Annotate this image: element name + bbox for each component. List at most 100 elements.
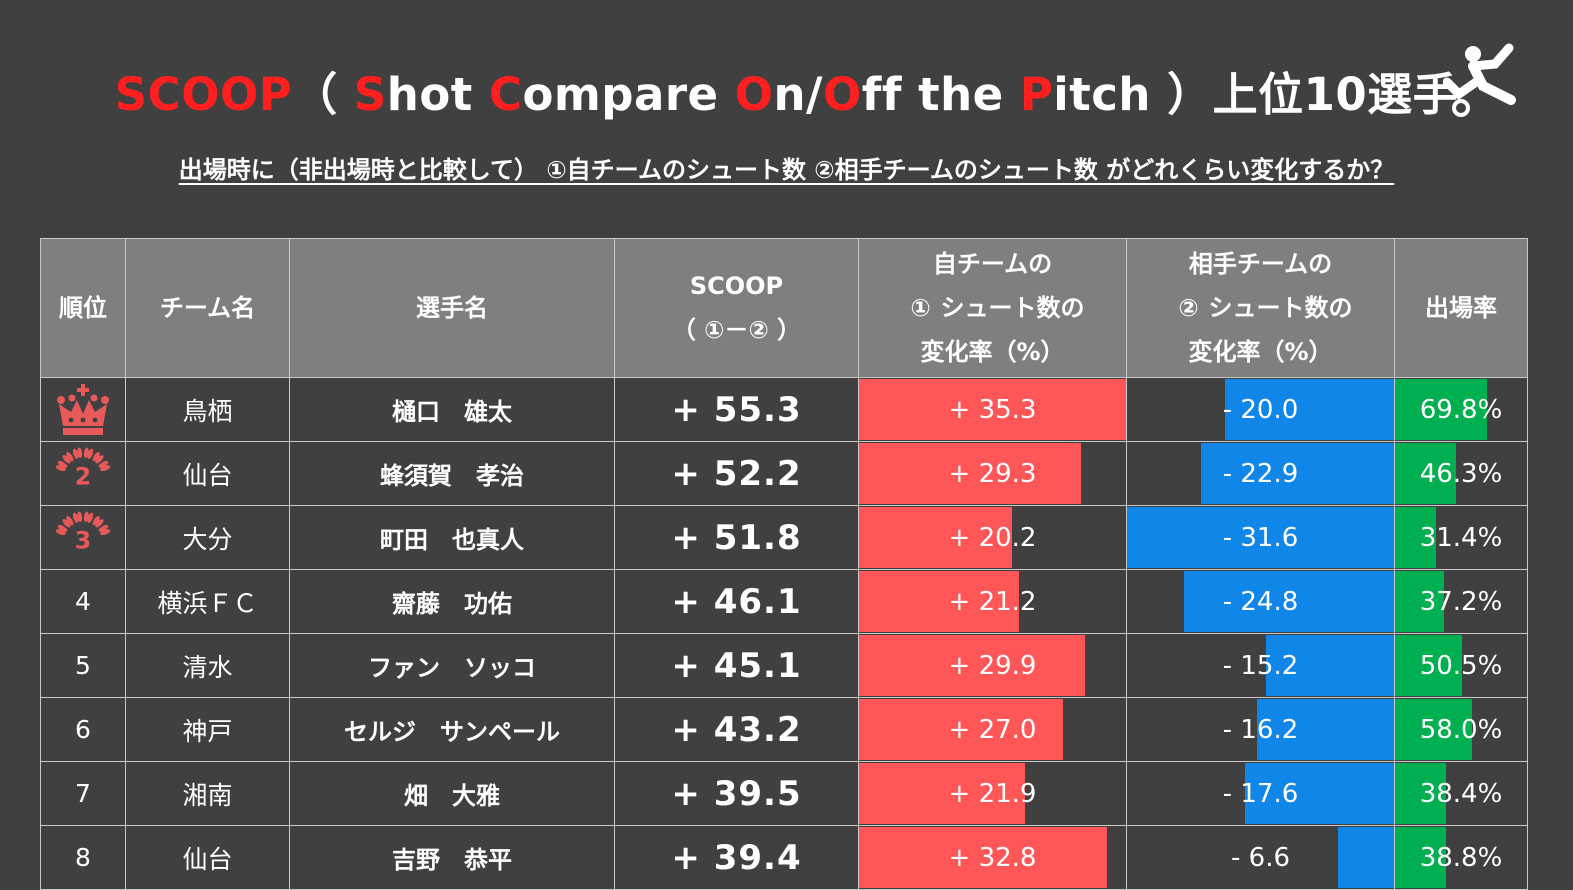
rate-bar-label: 46.3%: [1419, 458, 1503, 489]
opp-bar: [1184, 571, 1394, 632]
opp-change-cell: - 17.6: [1126, 761, 1395, 826]
header-opp-line2: シュート数の: [1208, 294, 1353, 322]
rank-number: 6: [75, 715, 91, 744]
header-own-change: 自チームの ① シュート数の 変化率（%）: [858, 238, 1127, 378]
scoop-cell: + 45.1: [614, 633, 859, 698]
rate-bar: [1395, 763, 1446, 824]
table-row: 4 横浜ＦＣ 齋藤 功佑 + 46.1 + 21.2 - 24.8 37.2%: [40, 569, 1528, 634]
opp-bar-label: - 17.6: [1222, 778, 1299, 809]
title-part: O: [822, 68, 862, 121]
title-part: itch ）上位10選手: [1053, 68, 1459, 121]
header-rank: 順位: [40, 238, 126, 378]
team-cell: 大分: [125, 505, 290, 570]
team-cell: 神戸: [125, 697, 290, 762]
rate-cell: 38.8%: [1394, 825, 1528, 890]
rate-bar-label: 31.4%: [1419, 522, 1503, 553]
opp-bar: [1127, 507, 1394, 568]
scoop-cell: + 43.2: [614, 697, 859, 762]
scoop-cell: + 51.8: [614, 505, 859, 570]
team-cell: 湘南: [125, 761, 290, 826]
own-bar: [859, 827, 1108, 888]
opp-change-cell: - 15.2: [1126, 633, 1395, 698]
own-bar-label: + 27.0: [948, 714, 1037, 745]
own-bar: [859, 699, 1064, 760]
own-bar: [859, 443, 1081, 504]
rank-number: 5: [75, 651, 91, 680]
player-cell: 蜂須賀 孝治: [289, 441, 615, 506]
opp-change-cell: - 20.0: [1126, 377, 1395, 442]
team-cell: 仙台: [125, 441, 290, 506]
opp-change-cell: - 31.6: [1126, 505, 1395, 570]
opp-bar-label: - 31.6: [1222, 522, 1299, 553]
rank-cell: 7: [40, 761, 126, 826]
rate-bar: [1395, 571, 1445, 632]
table-row: 3 大分 町田 也真人 + 51.8 + 20.2 - 31.6 31.4%: [40, 505, 1528, 570]
rank-cell: 6: [40, 697, 126, 762]
player-cell: セルジ サンペール: [289, 697, 615, 762]
rate-bar-label: 58.0%: [1419, 714, 1503, 745]
rate-bar: [1395, 443, 1457, 504]
opp-bar: [1245, 763, 1394, 824]
rate-cell: 50.5%: [1394, 633, 1528, 698]
crown-icon: [41, 382, 125, 438]
rate-bar: [1395, 827, 1447, 888]
player-cell: 吉野 恭平: [289, 825, 615, 890]
header-scoop: SCOOP （ ①－② ）: [614, 238, 859, 378]
opp-change-cell: - 6.6: [1126, 825, 1395, 890]
opp-bar: [1265, 635, 1394, 696]
header-row: 順位 チーム名 選手名 SCOOP （ ①－② ） 自チームの ① シュート数の …: [40, 238, 1528, 378]
laurel-3-icon: 3: [41, 508, 125, 568]
rate-bar: [1395, 379, 1488, 440]
rate-cell: 31.4%: [1394, 505, 1528, 570]
own-change-cell: + 27.0: [858, 697, 1127, 762]
opp-bar-label: - 6.6: [1231, 842, 1290, 873]
rank-cell: 5: [40, 633, 126, 698]
player-cell: 樋口 雄太: [289, 377, 615, 442]
ranking-table: 順位 チーム名 選手名 SCOOP （ ①－② ） 自チームの ① シュート数の …: [40, 238, 1528, 890]
title-part: （: [292, 68, 354, 121]
header-rate: 出場率: [1394, 238, 1528, 378]
svg-text:2: 2: [75, 462, 91, 490]
rate-cell: 37.2%: [1394, 569, 1528, 634]
header-own-line2: シュート数の: [940, 294, 1085, 322]
scoop-cell: + 39.5: [614, 761, 859, 826]
rank-number: 7: [75, 779, 91, 808]
rate-bar-label: 38.8%: [1419, 842, 1503, 873]
scoop-cell: + 55.3: [614, 377, 859, 442]
table-row: 8 仙台 吉野 恭平 + 39.4 + 32.8 - 6.6 38.8%: [40, 825, 1528, 890]
header-team: チーム名: [125, 238, 290, 378]
rate-bar: [1395, 699, 1472, 760]
rank-number: 4: [75, 587, 91, 616]
title-part: ff the: [861, 68, 1020, 121]
opp-change-cell: - 24.8: [1126, 569, 1395, 634]
team-cell: 清水: [125, 633, 290, 698]
table-body: 鳥栖 樋口 雄太 + 55.3 + 35.3- 20.0 69.8% 2 仙台 蜂須賀 孝治 +…: [40, 377, 1528, 890]
subtitle: 出場時に（非出場時と比較して） ①自チームのシュート数 ②相手チームのシュート数…: [178, 156, 1395, 184]
rate-bar-label: 37.2%: [1419, 586, 1503, 617]
rate-bar: [1395, 635, 1462, 696]
team-cell: 仙台: [125, 825, 290, 890]
rank-cell: 4: [40, 569, 126, 634]
title-part: n/: [773, 68, 823, 121]
opp-change-cell: - 16.2: [1126, 697, 1395, 762]
rank-cell: 8: [40, 825, 126, 890]
own-bar-label: + 32.8: [948, 842, 1037, 873]
title-part: C: [488, 68, 523, 121]
table-row: 6 神戸 セルジ サンペール + 43.2 + 27.0 - 16.2 58.0%: [40, 697, 1528, 762]
rate-bar-label: 50.5%: [1419, 650, 1503, 681]
opp-change-cell: - 22.9: [1126, 441, 1395, 506]
own-change-cell: + 29.9: [858, 633, 1127, 698]
soccer-player-icon: [1443, 43, 1516, 117]
own-bar-label: + 29.9: [948, 650, 1037, 681]
own-bar-label: + 21.2: [948, 586, 1037, 617]
own-bar: [859, 635, 1086, 696]
own-change-cell: + 21.9: [858, 761, 1127, 826]
own-bar: [859, 763, 1025, 824]
header-opp-line3: 変化率（%）: [1188, 338, 1333, 366]
title-part: P: [1019, 68, 1054, 121]
rate-cell: 69.8%: [1394, 377, 1528, 442]
own-change-cell: + 35.3: [858, 377, 1127, 442]
table-row: 2 仙台 蜂須賀 孝治 + 52.2 + 29.3 - 22.9 46.3%: [40, 441, 1528, 506]
team-cell: 鳥栖: [125, 377, 290, 442]
opp-bar-label: - 16.2: [1222, 714, 1299, 745]
